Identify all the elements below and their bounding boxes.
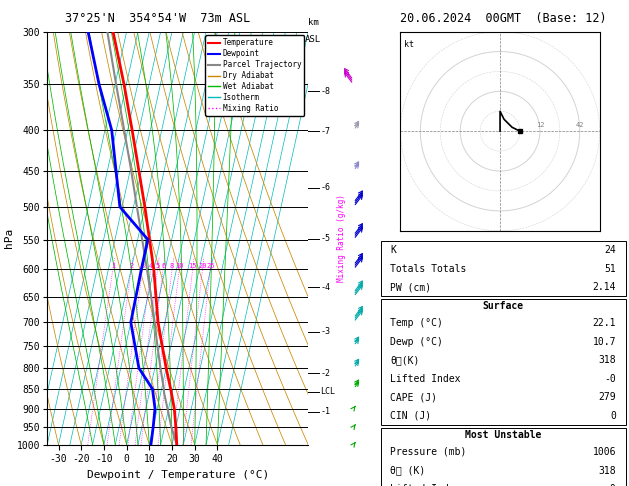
Text: PW (cm): PW (cm): [391, 282, 431, 292]
Text: -3: -3: [320, 328, 330, 336]
X-axis label: Dewpoint / Temperature (°C): Dewpoint / Temperature (°C): [87, 470, 269, 480]
Bar: [381, 241, 626, 296]
Text: 4: 4: [149, 263, 153, 269]
Text: 15: 15: [189, 263, 197, 269]
Text: 10.7: 10.7: [593, 337, 616, 347]
Text: 51: 51: [604, 263, 616, 274]
Text: Lifted Index: Lifted Index: [391, 484, 461, 486]
Text: 22.1: 22.1: [593, 318, 616, 328]
Y-axis label: hPa: hPa: [4, 228, 14, 248]
Bar: [381, 299, 626, 425]
Text: 318: 318: [598, 466, 616, 475]
Text: 20: 20: [198, 263, 207, 269]
Text: 12: 12: [536, 122, 544, 128]
Text: -8: -8: [320, 87, 330, 96]
Text: 0: 0: [610, 411, 616, 421]
Text: 1006: 1006: [593, 447, 616, 457]
Text: K: K: [391, 245, 396, 255]
Bar: [381, 428, 626, 486]
Text: Lifted Index: Lifted Index: [391, 374, 461, 384]
Text: -0: -0: [604, 374, 616, 384]
Text: 37°25'N  354°54'W  73m ASL: 37°25'N 354°54'W 73m ASL: [65, 12, 250, 25]
Text: -5: -5: [320, 234, 330, 243]
Text: 6: 6: [161, 263, 165, 269]
Text: 3: 3: [140, 263, 145, 269]
Text: 2: 2: [129, 263, 133, 269]
Text: 10: 10: [175, 263, 184, 269]
Text: 8: 8: [170, 263, 174, 269]
Text: 20.06.2024  00GMT  (Base: 12): 20.06.2024 00GMT (Base: 12): [400, 12, 606, 25]
Text: -2: -2: [320, 369, 330, 378]
Text: ASL: ASL: [305, 35, 321, 44]
Text: Mixing Ratio (g/kg): Mixing Ratio (g/kg): [337, 194, 345, 282]
Text: Temp (°C): Temp (°C): [391, 318, 443, 328]
Text: 42: 42: [576, 122, 584, 128]
Text: 24: 24: [604, 245, 616, 255]
Text: θᴇ (K): θᴇ (K): [391, 466, 426, 475]
Text: 318: 318: [598, 355, 616, 365]
Text: km: km: [308, 18, 319, 27]
Text: 279: 279: [598, 392, 616, 402]
Text: Dewp (°C): Dewp (°C): [391, 337, 443, 347]
Text: 25: 25: [206, 263, 214, 269]
Text: Pressure (mb): Pressure (mb): [391, 447, 467, 457]
Text: -4: -4: [320, 283, 330, 292]
Text: kt: kt: [404, 39, 415, 49]
Text: 1: 1: [111, 263, 115, 269]
Text: CIN (J): CIN (J): [391, 411, 431, 421]
Text: Most Unstable: Most Unstable: [465, 430, 542, 440]
Text: LCL: LCL: [320, 387, 335, 396]
Text: -7: -7: [320, 127, 330, 136]
Text: -1: -1: [320, 407, 330, 416]
Text: θᴇ(K): θᴇ(K): [391, 355, 420, 365]
Text: CAPE (J): CAPE (J): [391, 392, 437, 402]
Legend: Temperature, Dewpoint, Parcel Trajectory, Dry Adiabat, Wet Adiabat, Isotherm, Mi: Temperature, Dewpoint, Parcel Trajectory…: [205, 35, 304, 116]
Text: -6: -6: [320, 183, 330, 192]
Text: Surface: Surface: [482, 301, 524, 312]
Text: Totals Totals: Totals Totals: [391, 263, 467, 274]
Text: -0: -0: [604, 484, 616, 486]
Text: 5: 5: [155, 263, 160, 269]
Text: 2.14: 2.14: [593, 282, 616, 292]
